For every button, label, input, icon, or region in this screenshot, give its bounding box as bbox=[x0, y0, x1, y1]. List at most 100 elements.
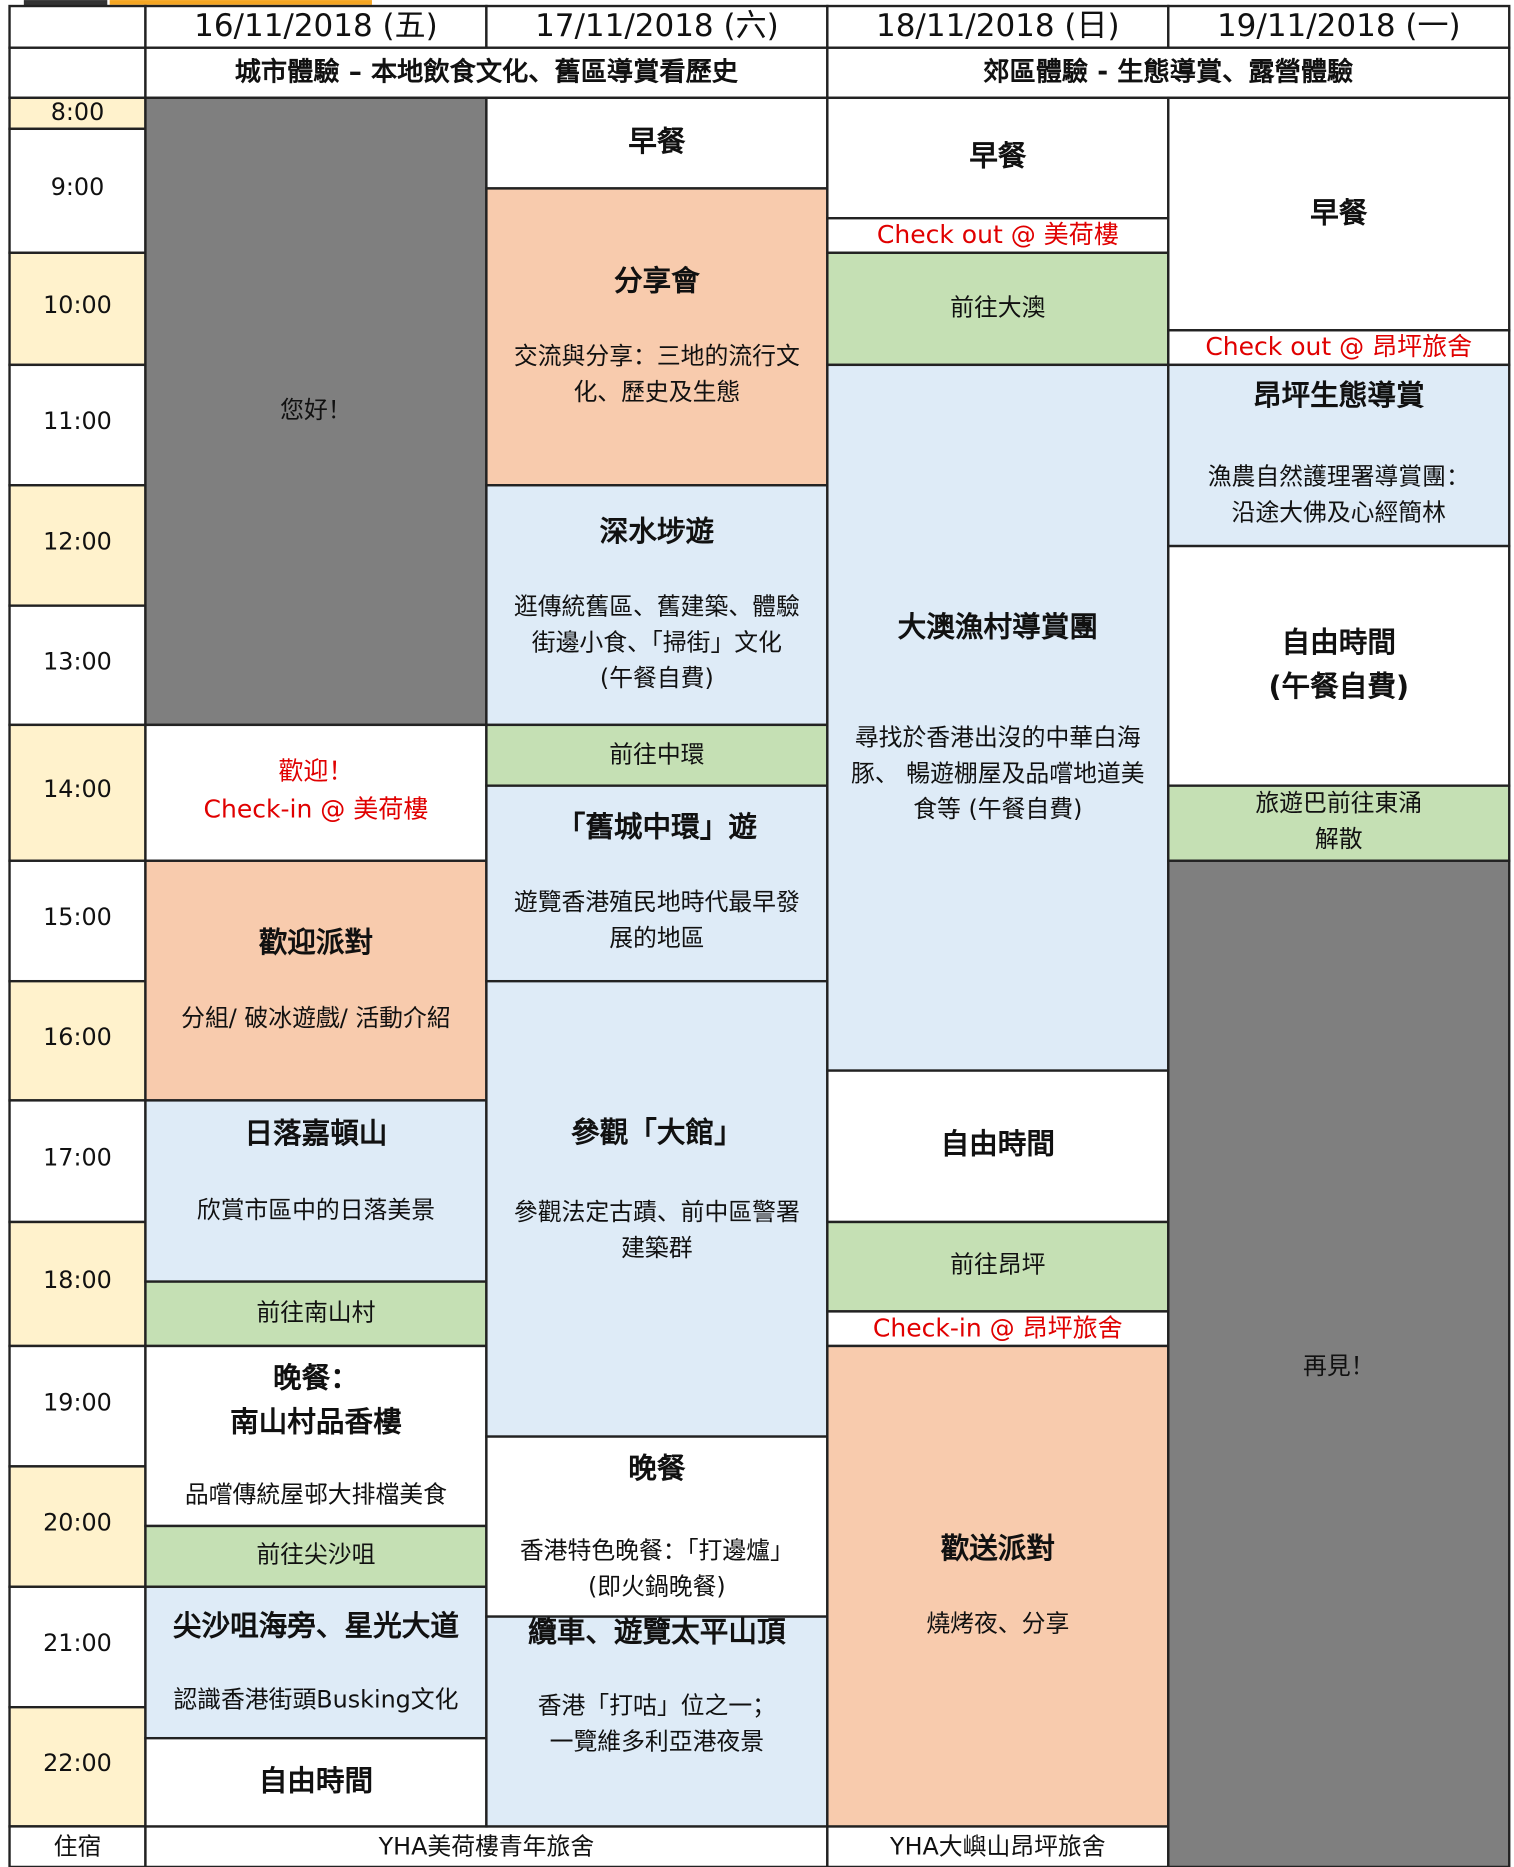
theme: 城市體驗 – 本地飲食文化、舊區導賞看歷史 bbox=[235, 56, 739, 87]
time-label: 13:00 bbox=[43, 647, 112, 675]
event-desc: 香港特色晚餐：「打邊爐」 bbox=[520, 1537, 794, 1565]
event-cell bbox=[485, 784, 829, 983]
event-title: 南山村品香樓 bbox=[230, 1404, 402, 1438]
event-cell bbox=[144, 1524, 488, 1588]
event-title: 早餐 bbox=[969, 138, 1027, 172]
event-title: 您好！ bbox=[280, 396, 351, 424]
event-title: 「舊城中環」遊 bbox=[557, 810, 758, 844]
event-title: 大澳漁村導賞團 bbox=[898, 609, 1098, 643]
event-cell bbox=[826, 1069, 1170, 1224]
theme: 郊區體驗 - 生態導賞、露營體驗 bbox=[983, 56, 1353, 87]
event-desc: 交流與分享：三地的流行文 bbox=[514, 342, 800, 370]
time-label: 9:00 bbox=[51, 173, 105, 201]
event-desc: 逛傳統舊區、舊建築、體驗 bbox=[514, 593, 800, 621]
event-title: 自由時間 bbox=[259, 1763, 373, 1797]
time-label: 22:00 bbox=[43, 1749, 112, 1777]
time-cell bbox=[8, 723, 147, 862]
time-label: 10:00 bbox=[43, 291, 112, 319]
event-desc: 漁農自然護理署導賞團： bbox=[1208, 463, 1470, 491]
event-title: 晚餐 bbox=[628, 1451, 686, 1485]
time-label: 21:00 bbox=[43, 1629, 112, 1657]
event-cell bbox=[485, 1435, 829, 1618]
event-cell bbox=[826, 1344, 1170, 1828]
event-cell bbox=[144, 96, 488, 727]
event-desc: 參觀法定古蹟、前中區警署 bbox=[514, 1198, 800, 1226]
time-label: 20:00 bbox=[43, 1509, 112, 1537]
event-title: 旅遊巴前往東涌 bbox=[1255, 789, 1422, 817]
time-label: 11:00 bbox=[43, 407, 112, 435]
time-cell bbox=[8, 1465, 147, 1588]
event-desc: (午餐自費) bbox=[600, 664, 714, 692]
event-title: 歡迎！ bbox=[278, 757, 353, 786]
event-title: 尖沙咀海旁、星光大道 bbox=[173, 1608, 459, 1642]
time-label: 15:00 bbox=[43, 903, 112, 931]
time-label: 12:00 bbox=[43, 528, 112, 556]
event-cell bbox=[485, 484, 829, 727]
event-desc: 食等 (午餐自費) bbox=[913, 795, 1082, 823]
header-cell bbox=[8, 46, 147, 100]
event-cell bbox=[826, 96, 1170, 220]
event-title: 早餐 bbox=[1310, 196, 1368, 230]
event-cell bbox=[826, 1310, 1170, 1348]
time-label: 19:00 bbox=[43, 1388, 112, 1416]
event-desc: 展的地區 bbox=[609, 924, 704, 952]
event-desc: 建築群 bbox=[621, 1234, 692, 1262]
event-cell bbox=[1167, 859, 1511, 1867]
time-cell bbox=[8, 859, 147, 983]
event-title: 前往尖沙咀 bbox=[256, 1540, 375, 1568]
time-cell bbox=[8, 1344, 147, 1468]
event-desc: 沿途大佛及心經簡林 bbox=[1232, 498, 1447, 526]
event-cell bbox=[826, 363, 1170, 1072]
event-title: 晚餐： bbox=[273, 1360, 359, 1394]
theme-cell bbox=[826, 46, 1511, 100]
event-title: 前往大澳 bbox=[950, 293, 1045, 321]
event-title: Check-in @ 昂坪旅舍 bbox=[873, 1313, 1123, 1342]
event-title: 日落嘉頓山 bbox=[244, 1116, 387, 1150]
event-title: 深水埗遊 bbox=[600, 514, 715, 548]
accommodation-label-cell bbox=[8, 1825, 147, 1867]
accommodation-label: 住宿 bbox=[54, 1832, 102, 1860]
event-cell bbox=[144, 1099, 488, 1283]
time-label: 16:00 bbox=[43, 1023, 112, 1051]
time-cell bbox=[8, 251, 147, 367]
event-desc: 遊覽香港殖民地時代最早發 bbox=[514, 888, 800, 916]
event-cell bbox=[144, 859, 488, 1102]
date-cell bbox=[144, 4, 488, 49]
event-title: 昂坪生態導賞 bbox=[1253, 378, 1425, 412]
event-desc: 尋找於香港出沒的中華白海 bbox=[855, 724, 1141, 752]
event-desc: 分組/ 破冰遊戲/ 活動介紹 bbox=[181, 1004, 451, 1032]
time-label: 17:00 bbox=[43, 1143, 112, 1171]
event-cell bbox=[485, 187, 829, 487]
event-cell bbox=[1167, 784, 1511, 862]
event-desc: 燒烤夜、分享 bbox=[926, 1609, 1069, 1637]
time-label: 18:00 bbox=[43, 1266, 112, 1294]
date: 19/11/2018 (一) bbox=[1217, 8, 1461, 44]
event-desc: 街邊小食、「掃街」文化 bbox=[532, 628, 782, 656]
event-title: 前往中環 bbox=[609, 740, 704, 768]
event-title: 再見！ bbox=[1303, 1352, 1374, 1380]
event-title: Check out @ 昂坪旅舍 bbox=[1205, 332, 1472, 361]
accommodation: YHA美荷樓青年旅舍 bbox=[378, 1832, 595, 1860]
event-title: 分享會 bbox=[614, 264, 700, 298]
event-desc: 品嚐傳統屋邨大排檔美食 bbox=[185, 1481, 447, 1509]
event-desc: (即火鍋晚餐) bbox=[588, 1572, 726, 1600]
event-title: 歡迎派對 bbox=[259, 925, 373, 959]
event-desc: Check-in @ 美荷樓 bbox=[204, 795, 429, 824]
event-title: 早餐 bbox=[628, 124, 686, 158]
event-cell bbox=[485, 723, 829, 787]
logo-fragment bbox=[23, 0, 108, 7]
event-cell bbox=[826, 217, 1170, 254]
event-title: (午餐自費) bbox=[1268, 669, 1409, 703]
event-cell bbox=[1167, 363, 1511, 548]
event-desc: 認識香港街頭Busking文化 bbox=[173, 1686, 458, 1714]
accommodation-cell bbox=[826, 1825, 1170, 1867]
event-cell bbox=[485, 1615, 829, 1828]
event-cell bbox=[144, 1736, 488, 1828]
event-title: 前往南山村 bbox=[256, 1298, 375, 1326]
event-cell bbox=[144, 723, 488, 862]
time-cell bbox=[8, 604, 147, 727]
time-label: 8:00 bbox=[51, 98, 105, 126]
event-desc: 香港「打咕」位之一； bbox=[538, 1692, 776, 1720]
header-cell bbox=[8, 4, 147, 49]
event-title: 歡送派對 bbox=[941, 1531, 1055, 1565]
